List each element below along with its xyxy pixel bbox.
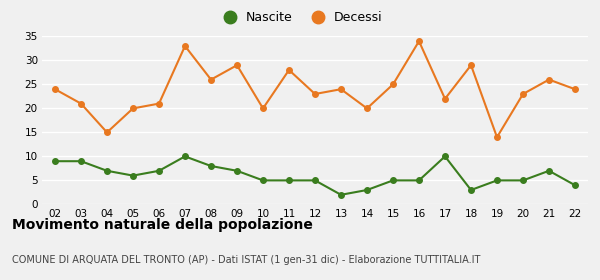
Decessi bbox=[520, 92, 527, 96]
Legend: Nascite, Decessi: Nascite, Decessi bbox=[212, 6, 388, 29]
Nascite bbox=[103, 169, 110, 172]
Decessi bbox=[364, 107, 371, 110]
Nascite bbox=[467, 188, 475, 192]
Decessi bbox=[181, 44, 188, 48]
Nascite bbox=[130, 174, 137, 177]
Decessi bbox=[311, 92, 319, 96]
Nascite bbox=[259, 179, 266, 182]
Nascite bbox=[52, 160, 59, 163]
Nascite bbox=[571, 183, 578, 187]
Nascite bbox=[337, 193, 344, 197]
Decessi bbox=[233, 64, 241, 67]
Decessi bbox=[442, 97, 449, 101]
Decessi bbox=[545, 78, 553, 81]
Nascite bbox=[364, 188, 371, 192]
Nascite bbox=[442, 155, 449, 158]
Decessi bbox=[389, 83, 397, 86]
Text: COMUNE DI ARQUATA DEL TRONTO (AP) - Dati ISTAT (1 gen-31 dic) - Elaborazione TUT: COMUNE DI ARQUATA DEL TRONTO (AP) - Dati… bbox=[12, 255, 481, 265]
Decessi bbox=[467, 64, 475, 67]
Decessi bbox=[130, 107, 137, 110]
Nascite bbox=[233, 169, 241, 172]
Decessi bbox=[103, 131, 110, 134]
Decessi bbox=[571, 88, 578, 91]
Nascite bbox=[493, 179, 500, 182]
Decessi bbox=[208, 78, 215, 81]
Nascite bbox=[286, 179, 293, 182]
Nascite bbox=[545, 169, 553, 172]
Nascite bbox=[155, 169, 163, 172]
Decessi bbox=[286, 68, 293, 72]
Decessi bbox=[77, 102, 85, 105]
Nascite bbox=[415, 179, 422, 182]
Decessi bbox=[52, 88, 59, 91]
Text: Movimento naturale della popolazione: Movimento naturale della popolazione bbox=[12, 218, 313, 232]
Nascite bbox=[208, 164, 215, 168]
Nascite bbox=[520, 179, 527, 182]
Decessi bbox=[155, 102, 163, 105]
Nascite bbox=[389, 179, 397, 182]
Decessi bbox=[337, 88, 344, 91]
Nascite bbox=[311, 179, 319, 182]
Decessi bbox=[259, 107, 266, 110]
Decessi bbox=[415, 39, 422, 43]
Nascite bbox=[77, 160, 85, 163]
Decessi bbox=[493, 136, 500, 139]
Line: Decessi: Decessi bbox=[52, 38, 578, 140]
Line: Nascite: Nascite bbox=[52, 154, 578, 198]
Nascite bbox=[181, 155, 188, 158]
